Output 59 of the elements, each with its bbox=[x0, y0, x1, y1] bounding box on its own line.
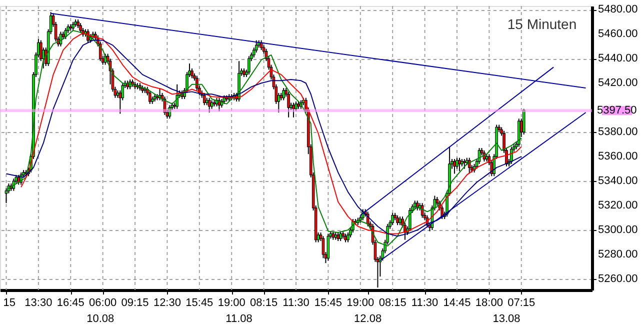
y-tick-label: 5280.00 bbox=[598, 248, 638, 260]
candlestick bbox=[458, 157, 461, 172]
x-tick-label: 11:30 bbox=[282, 297, 310, 309]
x-tick-label: 15 bbox=[3, 297, 16, 309]
candlestick bbox=[468, 157, 471, 174]
x-tick-label: 19:00 bbox=[218, 297, 246, 309]
y-tick-label: 5340.00 bbox=[598, 175, 638, 188]
y-tick-label: 5440.00 bbox=[598, 52, 638, 65]
candlestick bbox=[510, 146, 513, 164]
candlestick bbox=[12, 178, 16, 192]
y-tick-label: 5420.00 bbox=[598, 77, 638, 90]
candlestick bbox=[453, 158, 456, 174]
candlestick bbox=[408, 207, 412, 232]
candlestick bbox=[176, 84, 179, 110]
ref-line-label: 5397.50 bbox=[597, 104, 637, 117]
candlestick bbox=[391, 212, 394, 226]
candlestick bbox=[202, 92, 206, 106]
annotation: 15 Minuten bbox=[507, 16, 577, 32]
y-tick-label: 5380.00 bbox=[598, 126, 638, 138]
candlestick bbox=[456, 157, 458, 170]
x-tick-label: 10.08 bbox=[86, 313, 114, 325]
x-tick-label: 12:30 bbox=[153, 297, 181, 309]
candlestick bbox=[517, 118, 520, 148]
candlestick bbox=[254, 40, 258, 54]
x-tick-label: 19:00 bbox=[346, 297, 374, 309]
x-tick-label: 11:30 bbox=[411, 297, 438, 309]
x-tick-label: 06:00 bbox=[89, 297, 117, 309]
y-tick-label: 5260.00 bbox=[598, 272, 638, 285]
candlestick bbox=[396, 214, 399, 226]
x-tick-label: 09:15 bbox=[121, 297, 149, 309]
x-tick-label: 16:45 bbox=[56, 297, 84, 309]
candlestick bbox=[287, 91, 290, 118]
candlestick bbox=[260, 40, 263, 51]
candlestick bbox=[322, 236, 325, 259]
y-tick-label: 5480.00 bbox=[598, 4, 638, 16]
x-tick-label: 14:45 bbox=[443, 297, 471, 309]
x-tick-label: 08:15 bbox=[378, 297, 406, 309]
x-tick-label: 07:15 bbox=[508, 297, 536, 309]
x-tick-label: 15:45 bbox=[186, 297, 214, 309]
candlestick bbox=[248, 56, 250, 76]
x-tick-label: 12.08 bbox=[354, 313, 382, 325]
x-tick-label: 13.08 bbox=[492, 313, 520, 325]
x-tick-label: 11.08 bbox=[226, 313, 252, 325]
y-tick-label: 5300.00 bbox=[598, 224, 638, 236]
candlestick bbox=[346, 232, 350, 243]
y-tick-label: 5320.00 bbox=[598, 200, 638, 212]
x-tick-label: 08:15 bbox=[250, 297, 278, 309]
x-tick-label: 15:45 bbox=[314, 297, 342, 309]
y-tick-label: 5460.00 bbox=[598, 28, 638, 40]
candlestick bbox=[522, 108, 526, 136]
x-tick-label: 18:00 bbox=[475, 297, 503, 309]
y-tick-label: 5360.00 bbox=[598, 150, 638, 163]
candlestick bbox=[339, 230, 342, 242]
x-tick-label: 13:30 bbox=[24, 297, 52, 309]
candlestick bbox=[282, 88, 286, 101]
candlestick bbox=[190, 68, 194, 79]
candlestick bbox=[4, 188, 8, 204]
candlestick bbox=[148, 90, 152, 104]
candlestick bbox=[463, 158, 466, 170]
